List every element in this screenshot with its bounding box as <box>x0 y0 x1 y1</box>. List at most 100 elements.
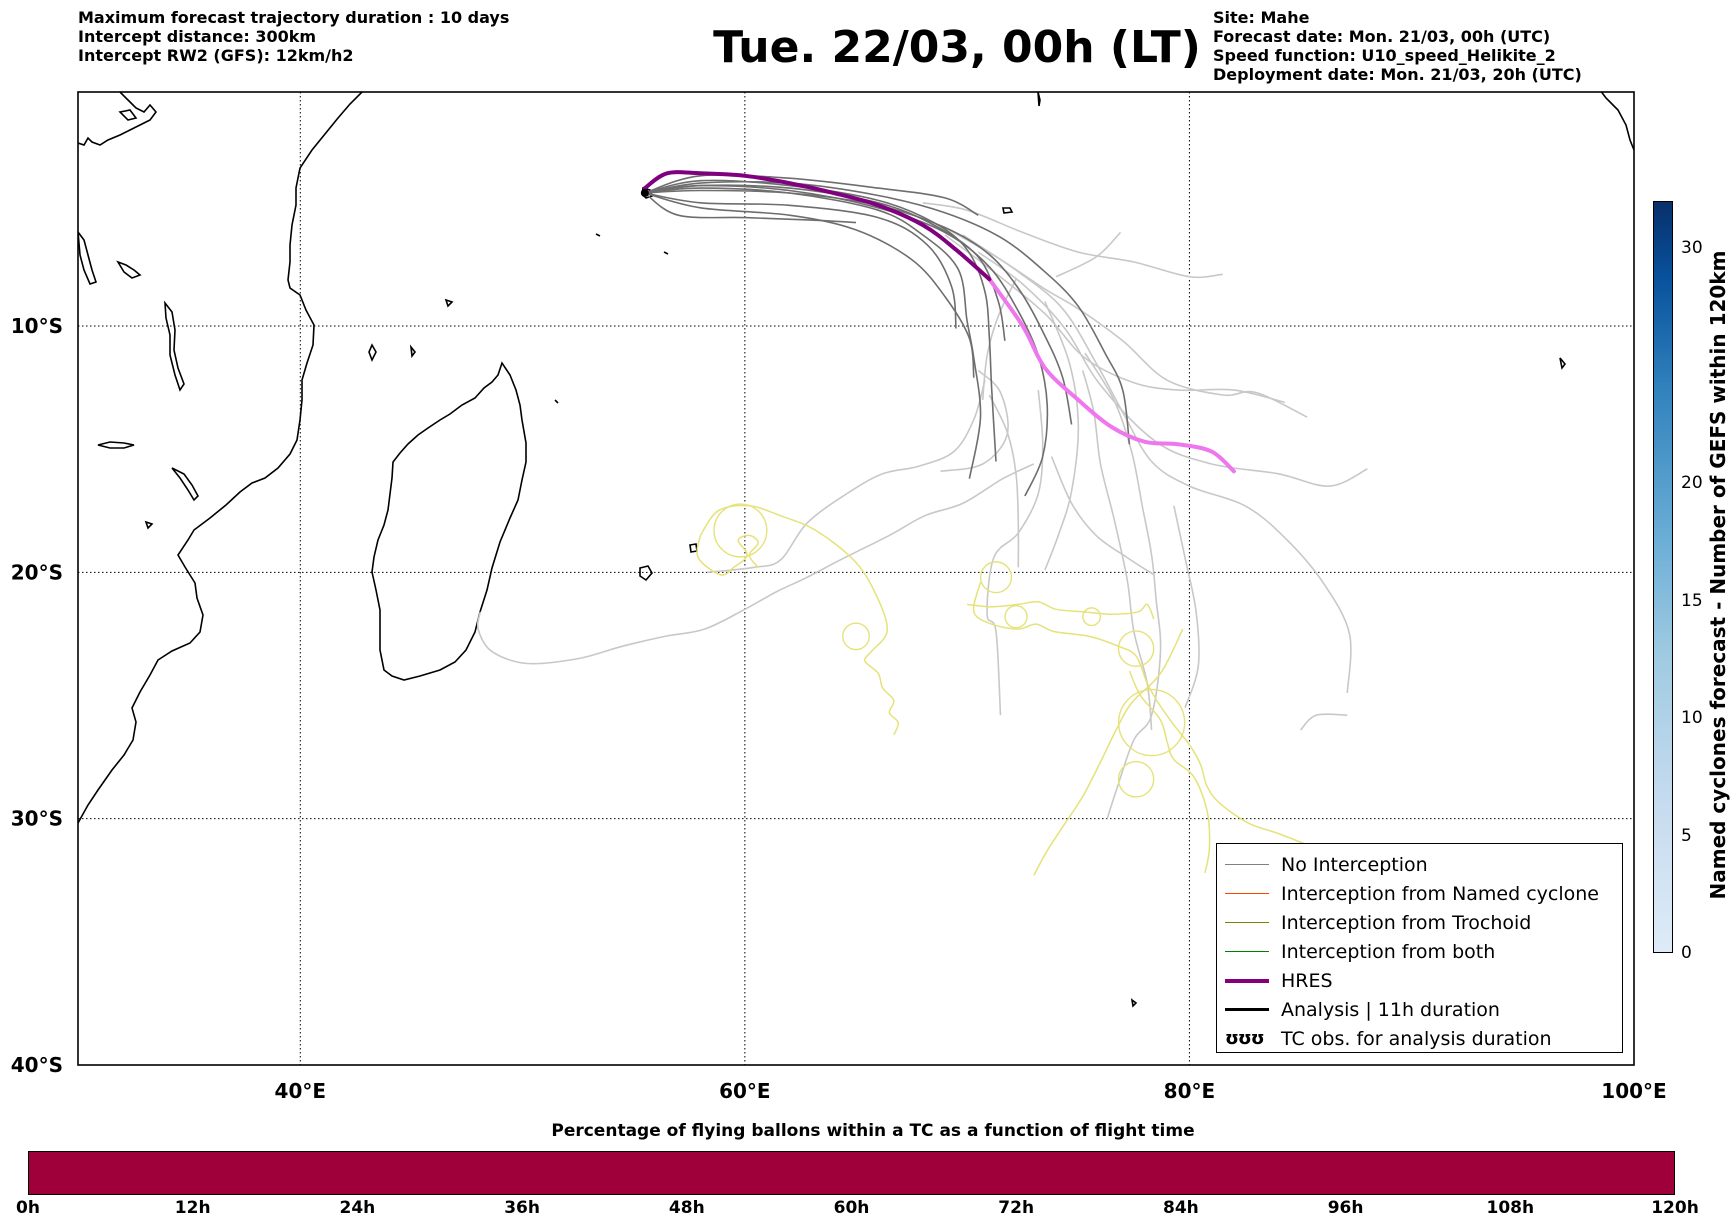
seychelles-outer <box>554 233 669 404</box>
tc-obs-loop <box>979 561 1013 594</box>
header-left-line: Intercept distance: 300km <box>78 27 317 46</box>
legend-item: Interception from both <box>1217 937 1622 966</box>
moroni-island <box>368 343 377 362</box>
flight-time-tick-label: 84h <box>1163 1198 1199 1218</box>
lon-tick-label: 60°E <box>719 1079 771 1103</box>
tc-obs-loop <box>1117 630 1155 668</box>
legend-label: HRES <box>1281 969 1333 992</box>
map-legend: No Interception Interception from Named c… <box>1216 843 1623 1053</box>
tc-obs-loop <box>1117 688 1186 757</box>
lon-tick-label: 100°E <box>1601 1079 1666 1103</box>
colorbar-tick-label: 5 <box>1681 825 1692 846</box>
gefs-track <box>644 192 957 329</box>
header-right-info: Site: Mahe Forecast date: Mon. 21/03, 00… <box>1213 8 1582 84</box>
lake-tanganyika <box>164 300 185 392</box>
tc-obs-loop <box>842 622 870 651</box>
flight-time-bar <box>28 1151 1675 1195</box>
tc-obs-track <box>972 582 1310 847</box>
upper-left-islet <box>118 109 138 121</box>
gefs-track <box>644 192 975 378</box>
tc-obs-track <box>967 600 1155 620</box>
header-right-line: Forecast date: Mon. 21/03, 00h (UTC) <box>1213 27 1551 46</box>
legend-label: Interception from Named cyclone <box>1281 882 1599 905</box>
legend-label: Interception from Trochoid <box>1281 911 1532 934</box>
lat-tick-label: 10°S <box>11 314 63 338</box>
gefs-track-light <box>977 251 1368 487</box>
tc-obs-icon: ʊʊʊ <box>1225 1028 1265 1049</box>
gefs-track-light <box>1050 456 1155 576</box>
launch-site-marker <box>640 188 649 197</box>
hres-track <box>642 170 992 282</box>
header-left-line: Intercept RW2 (GFS): 12km/h2 <box>78 46 354 65</box>
header-right-line: Deployment date: Mon. 21/03, 20h (UTC) <box>1213 65 1582 84</box>
legend-label: TC obs. for analysis duration <box>1281 1027 1552 1050</box>
legend-label: No Interception <box>1281 853 1428 876</box>
gefs-track-light <box>476 463 1035 665</box>
legend-line-swatch <box>1225 922 1269 923</box>
flight-time-tick-label: 120h <box>1651 1198 1699 1218</box>
gefs-track-light <box>1044 301 1080 571</box>
flight-time-tick-label: 72h <box>998 1198 1035 1218</box>
flight-time-tick-label: 12h <box>174 1198 211 1218</box>
colorbar-tick-label: 0 <box>1681 943 1692 963</box>
legend-line-swatch <box>1225 978 1269 983</box>
legend-item: Interception from Named cyclone <box>1217 879 1622 908</box>
legend-item: No Interception <box>1217 850 1622 879</box>
gefs-track <box>644 192 857 224</box>
legend-line-swatch <box>1225 1008 1269 1011</box>
lon-tick-label: 80°E <box>1164 1079 1216 1103</box>
legend-item: HRES <box>1217 966 1622 995</box>
tc-obs-track <box>696 534 759 576</box>
amsterdam-dot <box>1130 998 1138 1008</box>
chagos-dot <box>1559 357 1567 370</box>
gefs-track <box>644 189 1073 425</box>
lake-bangweulu <box>97 441 135 449</box>
agalega-islands <box>1002 207 1014 214</box>
gefs-track <box>644 179 997 462</box>
header-right-line: Speed function: U10_speed_Helikite_2 <box>1213 46 1556 65</box>
lake-victoria <box>78 230 98 285</box>
gefs-track-light <box>988 394 1020 568</box>
gefs-track-light <box>944 234 1286 404</box>
page-title: Tue. 22/03, 00h (LT) <box>713 22 1201 73</box>
axis-ticks: 40°E 60°E 80°E 100°E 10°S 20°S 30°S 40°S <box>11 314 1667 1103</box>
hres-track-late <box>987 277 1236 474</box>
colorbar-tick-label: 20 <box>1681 473 1703 493</box>
colorbar-tick-label: 30 <box>1681 238 1703 258</box>
kariba-lake <box>144 520 154 530</box>
tc-obs-loop <box>1004 604 1028 629</box>
tc-obs-track <box>1128 670 1211 874</box>
header-right-line: Site: Mahe <box>1213 8 1310 27</box>
header-left-info: Maximum forecast trajectory duration : 1… <box>78 8 509 65</box>
gefs-track <box>644 184 1049 497</box>
map-grid <box>78 92 1634 1065</box>
tc-obs-loop <box>713 503 768 558</box>
reunion-island <box>639 565 653 582</box>
flight-time-tick-label: 48h <box>668 1198 705 1218</box>
lat-tick-label: 30°S <box>11 807 63 831</box>
lat-tick-label: 20°S <box>11 560 63 584</box>
colorbar-label: Named cyclones forecast - Number of GEFS… <box>1706 250 1730 900</box>
tc-obs-loop <box>1082 607 1102 627</box>
mauritius-island <box>689 543 698 553</box>
header-left-line: Maximum forecast trajectory duration : 1… <box>78 8 510 27</box>
flight-time-tick-label: 0h <box>16 1198 40 1218</box>
lat-tick-label: 40°S <box>11 1053 63 1077</box>
trajectories-layer <box>476 170 1368 876</box>
lake-malawi <box>171 467 199 502</box>
gefs-track <box>644 187 982 479</box>
gefs-track-light <box>986 390 1044 716</box>
gefs-track-light <box>922 202 1223 279</box>
gefs-track <box>644 184 1006 341</box>
maldives-dot <box>1037 92 1041 107</box>
gefs-track <box>644 180 1131 445</box>
legend-label: Interception from both <box>1281 940 1496 963</box>
flight-time-tick-label: 60h <box>833 1198 870 1218</box>
aldabra-isle <box>444 298 454 308</box>
lon-tick-label: 40°E <box>275 1079 327 1103</box>
legend-line-swatch <box>1225 893 1269 894</box>
colorbar-tick-label: 10 <box>1681 708 1703 728</box>
map-frame <box>77 91 1635 1066</box>
tc-obs-track <box>1033 628 1184 876</box>
